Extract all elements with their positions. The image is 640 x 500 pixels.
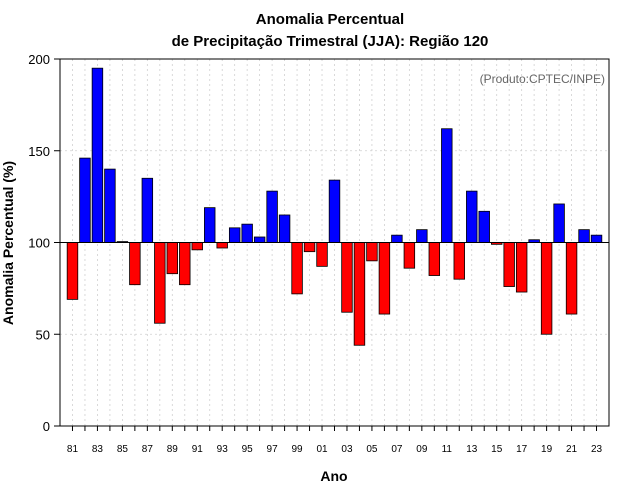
x-tick-label: 09 [416, 444, 428, 455]
bar-2008 [403, 242, 416, 269]
bar-2016 [503, 242, 515, 287]
x-axis: 81 83 85 87 89 91 93 95 97 99 01 03 05 07 09 11 13 15 17 19… [67, 426, 603, 455]
bar-1989 [166, 242, 178, 275]
bar-1994 [228, 227, 241, 243]
x-tick-label: 19 [541, 444, 553, 455]
bar-1986 [129, 242, 141, 286]
bar-1993 [216, 242, 228, 249]
x-axis-label: Ano [320, 468, 347, 484]
x-tick-label: 97 [267, 444, 279, 455]
bar-1984 [104, 168, 116, 243]
x-tick-label: 95 [242, 444, 254, 455]
bar-2001 [316, 242, 328, 267]
x-tick-label: 13 [466, 444, 478, 455]
bar-2012 [453, 242, 465, 280]
x-tick-label: 85 [117, 444, 129, 455]
y-axis: 0 50 100 150 200 [28, 52, 60, 434]
bar-1999 [291, 242, 303, 295]
bar-2017 [515, 242, 528, 293]
bar-2023 [590, 234, 603, 243]
x-tick-label: 03 [341, 444, 353, 455]
bar-2006 [378, 242, 391, 315]
bar-1996 [253, 236, 266, 243]
chart-title-line1: Anomalia Percentual [256, 11, 404, 28]
bar-1990 [179, 242, 191, 286]
credit-text: (Produto:CPTEC/INPE) [480, 72, 605, 86]
chart-title-line2: de Precipitação Trimestral (JJA): Região… [172, 33, 489, 50]
bar-2021 [565, 242, 578, 315]
bar-1998 [278, 214, 291, 243]
bar-1992 [204, 207, 216, 243]
bar-2019 [540, 242, 553, 335]
x-tick-label: 83 [92, 444, 104, 455]
y-tick-label: 100 [28, 236, 50, 251]
bar-1983 [91, 67, 104, 243]
bar-2010 [428, 242, 441, 276]
bar-1997 [266, 190, 278, 243]
bar-1991 [191, 242, 203, 251]
bar-2011 [441, 128, 453, 243]
bar-2020 [553, 203, 565, 243]
x-tick-label: 01 [316, 444, 328, 455]
y-tick-label: 200 [28, 52, 50, 67]
bar-2000 [303, 242, 316, 253]
x-tick-label: 15 [491, 444, 503, 455]
bar-1988 [154, 242, 166, 324]
bar-2013 [466, 190, 478, 243]
x-tick-label: 81 [67, 444, 79, 455]
y-tick-label: 0 [43, 419, 50, 434]
x-tick-label: 99 [292, 444, 304, 455]
x-tick-label: 17 [516, 444, 528, 455]
bar-2014 [478, 210, 490, 243]
x-tick-label: 91 [192, 444, 204, 455]
x-tick-label: 07 [391, 444, 403, 455]
bar-2009 [416, 229, 428, 243]
bar-2004 [353, 242, 366, 346]
bar-1981 [66, 242, 79, 300]
x-tick-label: 93 [217, 444, 229, 455]
bar-1987 [141, 177, 154, 243]
bar-2002 [328, 179, 341, 243]
x-tick-label: 89 [167, 444, 179, 455]
x-tick-label: 21 [566, 444, 578, 455]
bar-1995 [241, 223, 253, 243]
bar-2022 [578, 229, 590, 243]
x-tick-label: 05 [366, 444, 378, 455]
x-tick-label: 87 [142, 444, 154, 455]
bars [66, 67, 603, 346]
y-tick-label: 50 [36, 327, 50, 342]
y-tick-label: 150 [28, 144, 50, 159]
bar-1982 [79, 157, 91, 243]
x-tick-label: 23 [591, 444, 603, 455]
y-axis-label: Anomalia Percentual (%) [0, 161, 16, 325]
bar-2005 [366, 242, 378, 262]
x-tick-label: 11 [442, 444, 453, 455]
bar-2007 [391, 234, 403, 243]
bar-2003 [341, 242, 353, 313]
